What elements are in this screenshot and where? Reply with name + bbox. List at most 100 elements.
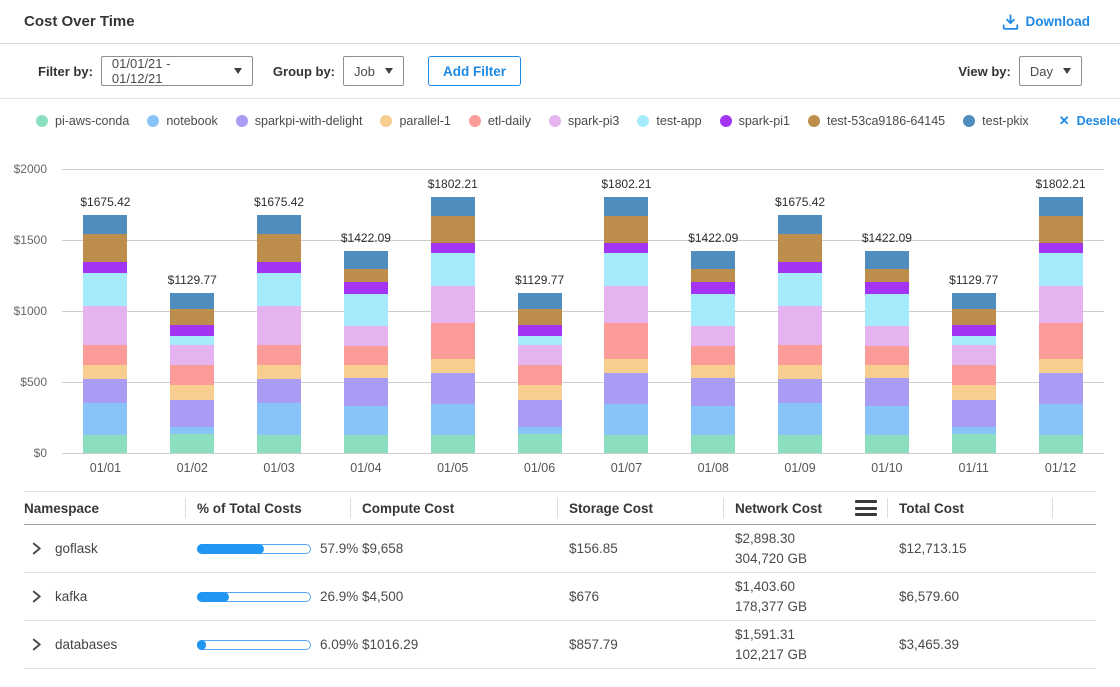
- bar-segment-test-app[interactable]: [343, 293, 388, 326]
- bar-segment-notebook[interactable]: [517, 426, 562, 434]
- chevron-right-icon[interactable]: [30, 542, 43, 555]
- bar-segment-notebook[interactable]: [1038, 403, 1083, 436]
- bar-segment-spark-pi1[interactable]: [430, 242, 475, 253]
- bar-segment-test-pkix[interactable]: [430, 197, 475, 217]
- bar-segment-parallel-1[interactable]: [83, 364, 128, 380]
- bar-segment-spark-pi1[interactable]: [83, 262, 128, 274]
- bar-segment-pi-aws-conda[interactable]: [257, 434, 302, 453]
- stacked-bar-01/08[interactable]: [691, 251, 736, 453]
- bar-segment-test-53ca9186-64145[interactable]: [604, 216, 649, 243]
- namespace-cell[interactable]: kafka: [24, 589, 185, 604]
- legend-item-notebook[interactable]: notebook: [147, 114, 218, 128]
- legend-item-test-pkix[interactable]: test-pkix: [963, 114, 1029, 128]
- namespace-cell[interactable]: databases: [24, 637, 185, 652]
- bar-segment-pi-aws-conda[interactable]: [778, 434, 823, 453]
- stacked-bar-01/03[interactable]: [257, 215, 302, 453]
- view-by-dropdown[interactable]: Day: [1018, 56, 1082, 86]
- bar-segment-spark-pi1[interactable]: [170, 324, 215, 337]
- legend-item-etl-daily[interactable]: etl-daily: [468, 114, 531, 128]
- bar-segment-etl-daily[interactable]: [778, 344, 823, 365]
- bar-segment-test-app[interactable]: [517, 336, 562, 345]
- namespace-cell[interactable]: goflask: [24, 541, 185, 556]
- bar-segment-spark-pi1[interactable]: [778, 262, 823, 274]
- legend-item-test-53ca9186-64145[interactable]: test-53ca9186-64145: [807, 114, 945, 128]
- bar-segment-sparkpi-with-delight[interactable]: [257, 379, 302, 403]
- legend-item-parallel-1[interactable]: parallel-1: [380, 114, 451, 128]
- add-filter-button[interactable]: Add Filter: [427, 56, 521, 86]
- bar-segment-sparkpi-with-delight[interactable]: [864, 378, 909, 406]
- bar-segment-parallel-1[interactable]: [517, 384, 562, 401]
- legend-item-spark-pi3[interactable]: spark-pi3: [548, 114, 619, 128]
- bar-segment-pi-aws-conda[interactable]: [83, 434, 128, 453]
- bar-segment-spark-pi1[interactable]: [343, 282, 388, 294]
- bar-segment-spark-pi1[interactable]: [864, 282, 909, 294]
- bar-segment-sparkpi-with-delight[interactable]: [430, 372, 475, 404]
- bar-segment-spark-pi3[interactable]: [83, 305, 128, 345]
- bar-segment-sparkpi-with-delight[interactable]: [778, 379, 823, 403]
- legend-item-sparkpi-with-delight[interactable]: sparkpi-with-delight: [235, 114, 362, 128]
- bar-segment-pi-aws-conda[interactable]: [864, 434, 909, 453]
- stacked-bar-01/09[interactable]: [778, 215, 823, 453]
- bar-segment-notebook[interactable]: [778, 402, 823, 435]
- bar-segment-test-53ca9186-64145[interactable]: [517, 309, 562, 325]
- table-row-databases[interactable]: databases 6.09% $1016.29 $857.79 $1,591.31 10…: [24, 621, 1096, 669]
- bar-segment-sparkpi-with-delight[interactable]: [170, 400, 215, 427]
- column-header-network-cost[interactable]: Network Cost: [723, 492, 887, 524]
- bar-segment-parallel-1[interactable]: [257, 364, 302, 380]
- bar-segment-pi-aws-conda[interactable]: [517, 433, 562, 453]
- column-header-pct-total-costs[interactable]: % of Total Costs: [185, 492, 350, 524]
- bar-segment-test-pkix[interactable]: [257, 215, 302, 234]
- bar-segment-test-app[interactable]: [778, 273, 823, 306]
- bar-segment-parallel-1[interactable]: [170, 384, 215, 401]
- bar-segment-spark-pi3[interactable]: [951, 344, 996, 366]
- bar-segment-sparkpi-with-delight[interactable]: [343, 378, 388, 406]
- bar-segment-test-pkix[interactable]: [343, 251, 388, 270]
- bar-segment-etl-daily[interactable]: [343, 345, 388, 365]
- stacked-bar-01/11[interactable]: [951, 292, 996, 453]
- stacked-bar-01/12[interactable]: [1038, 197, 1083, 453]
- download-button[interactable]: Download: [996, 13, 1097, 31]
- bar-segment-notebook[interactable]: [951, 426, 996, 434]
- column-header-storage-cost[interactable]: Storage Cost: [557, 492, 723, 524]
- bar-segment-test-pkix[interactable]: [691, 251, 736, 270]
- bar-segment-spark-pi3[interactable]: [170, 344, 215, 366]
- bar-segment-etl-daily[interactable]: [951, 365, 996, 385]
- bar-segment-spark-pi1[interactable]: [517, 324, 562, 337]
- bar-segment-test-53ca9186-64145[interactable]: [951, 309, 996, 325]
- bar-segment-test-app[interactable]: [691, 293, 736, 326]
- bar-segment-test-pkix[interactable]: [170, 292, 215, 310]
- bar-segment-spark-pi1[interactable]: [691, 282, 736, 294]
- bar-segment-spark-pi1[interactable]: [257, 262, 302, 274]
- bar-segment-test-app[interactable]: [951, 336, 996, 345]
- bar-segment-etl-daily[interactable]: [1038, 322, 1083, 360]
- column-header-namespace[interactable]: Namespace: [24, 500, 100, 516]
- stacked-bar-01/04[interactable]: [343, 251, 388, 453]
- bar-segment-spark-pi3[interactable]: [343, 325, 388, 346]
- bar-segment-spark-pi3[interactable]: [604, 286, 649, 323]
- bar-segment-test-app[interactable]: [257, 273, 302, 306]
- bar-segment-sparkpi-with-delight[interactable]: [691, 378, 736, 406]
- stacked-bar-01/07[interactable]: [604, 197, 649, 453]
- date-range-dropdown[interactable]: 01/01/21 - 01/12/21: [100, 56, 253, 86]
- bar-segment-test-53ca9186-64145[interactable]: [691, 269, 736, 283]
- column-header-total-cost[interactable]: Total Cost: [887, 492, 1052, 524]
- bar-segment-etl-daily[interactable]: [170, 365, 215, 385]
- bar-segment-spark-pi3[interactable]: [430, 286, 475, 323]
- bar-segment-notebook[interactable]: [257, 402, 302, 435]
- bar-segment-notebook[interactable]: [170, 426, 215, 434]
- bar-segment-test-53ca9186-64145[interactable]: [170, 309, 215, 325]
- bar-segment-notebook[interactable]: [430, 403, 475, 436]
- bar-segment-test-53ca9186-64145[interactable]: [83, 233, 128, 263]
- deselect-all-button[interactable]: ✕ Deselect All: [1053, 112, 1120, 130]
- bar-segment-test-pkix[interactable]: [604, 197, 649, 217]
- stacked-bar-01/02[interactable]: [170, 292, 215, 453]
- stacked-bar-01/10[interactable]: [864, 251, 909, 453]
- bar-segment-notebook[interactable]: [864, 405, 909, 435]
- bar-segment-etl-daily[interactable]: [604, 322, 649, 360]
- bar-segment-parallel-1[interactable]: [691, 364, 736, 379]
- bar-segment-parallel-1[interactable]: [430, 359, 475, 373]
- bar-segment-test-pkix[interactable]: [1038, 197, 1083, 217]
- table-row-goflask[interactable]: goflask 57.9% $9,658 $156.85 $2,898.30 304,72…: [24, 525, 1096, 573]
- bar-segment-pi-aws-conda[interactable]: [430, 435, 475, 453]
- bar-segment-spark-pi3[interactable]: [517, 344, 562, 366]
